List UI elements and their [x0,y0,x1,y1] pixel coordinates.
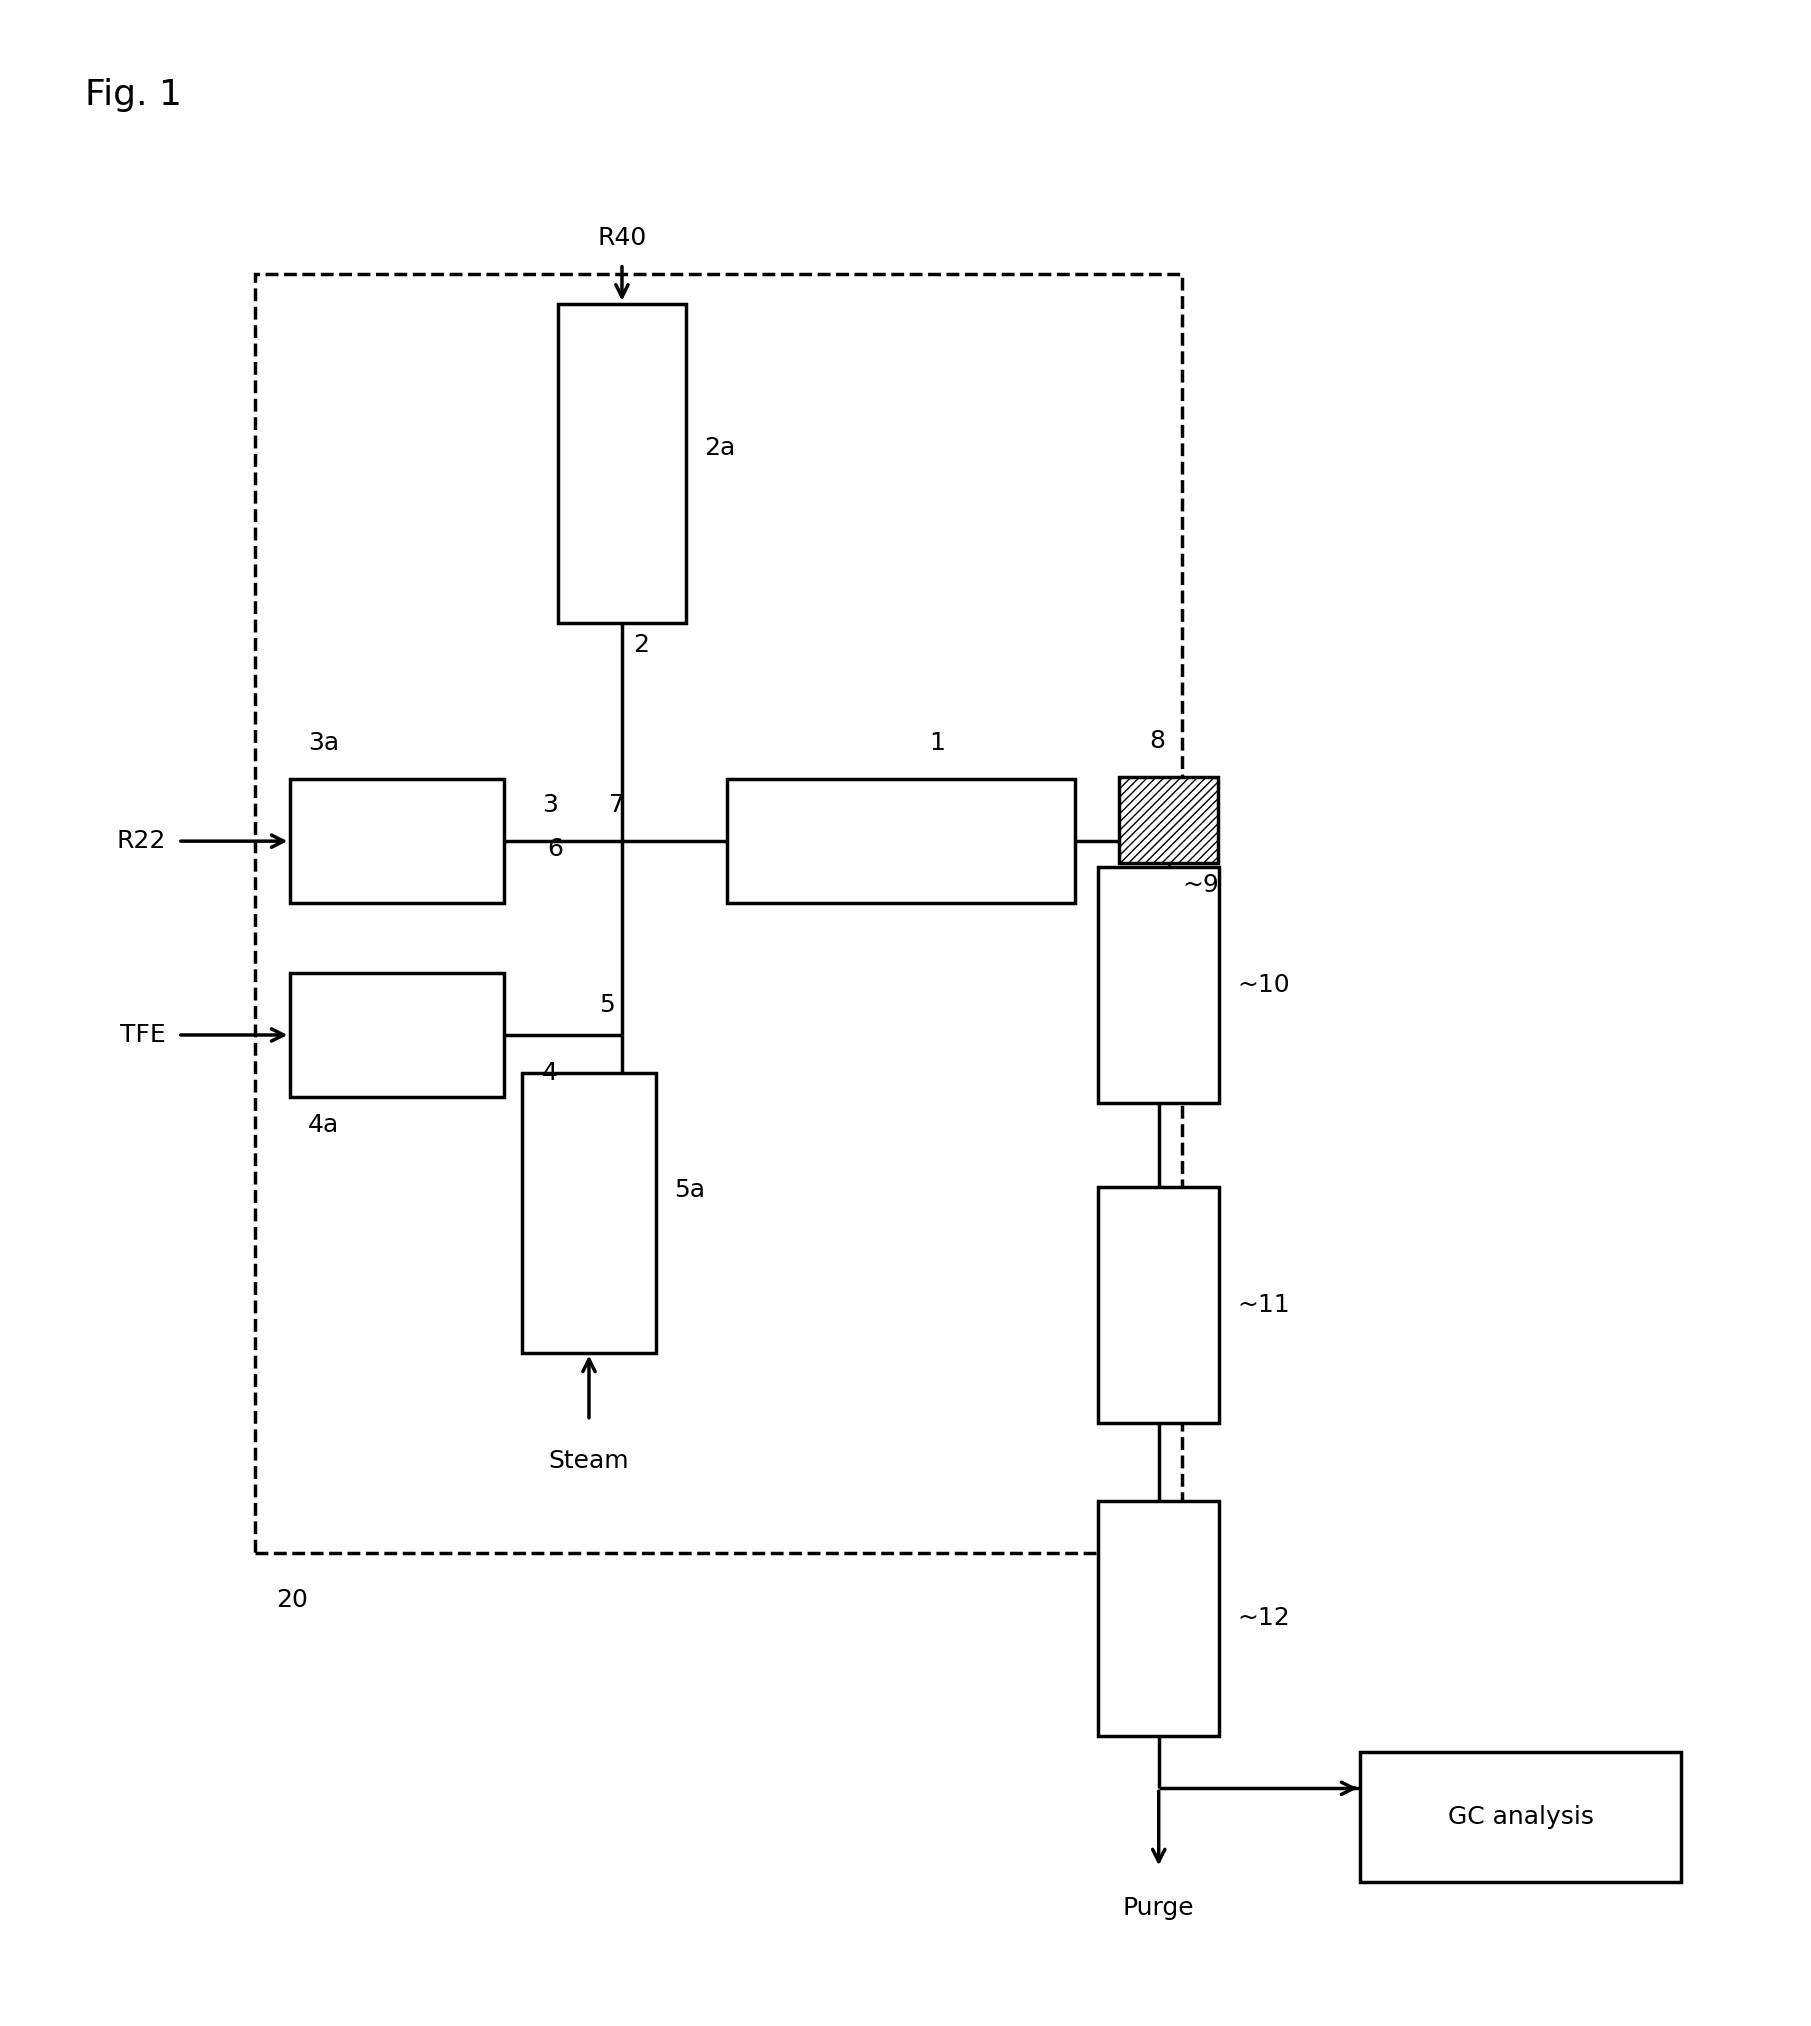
Text: 4a: 4a [308,1112,339,1137]
Text: 5a: 5a [674,1179,704,1203]
Text: ~11: ~11 [1237,1293,1289,1317]
Bar [558,304,686,624]
Text: 1: 1 [929,731,945,756]
Text: TFE: TFE [120,1023,165,1047]
Text: ~12: ~12 [1237,1607,1289,1631]
Text: 2: 2 [632,634,648,656]
Text: ~9: ~9 [1183,873,1219,898]
Bar [1097,1187,1219,1422]
Bar [1119,778,1217,863]
Text: 8: 8 [1148,729,1164,754]
Text: 20: 20 [275,1588,308,1613]
Bar [1360,1752,1681,1882]
Text: ~10: ~10 [1237,972,1289,997]
Bar [255,274,1183,1552]
Text: Fig. 1: Fig. 1 [85,77,183,111]
Bar [1097,867,1219,1102]
Text: 6: 6 [547,837,563,861]
Text: 4: 4 [541,1062,558,1086]
Bar [1097,1501,1219,1736]
Text: Purge: Purge [1123,1896,1195,1921]
Text: 7: 7 [610,792,625,816]
Bar [522,1074,656,1353]
Bar [728,780,1076,904]
Text: 5: 5 [599,993,614,1017]
Text: GC analysis: GC analysis [1447,1805,1594,1829]
Text: 3a: 3a [308,731,339,756]
Text: 3: 3 [541,792,558,816]
Text: R40: R40 [598,225,647,249]
Text: R22: R22 [116,829,165,853]
Text: 2a: 2a [704,436,735,460]
Text: Steam: Steam [549,1449,628,1473]
Bar [290,780,503,904]
Bar [290,972,503,1096]
